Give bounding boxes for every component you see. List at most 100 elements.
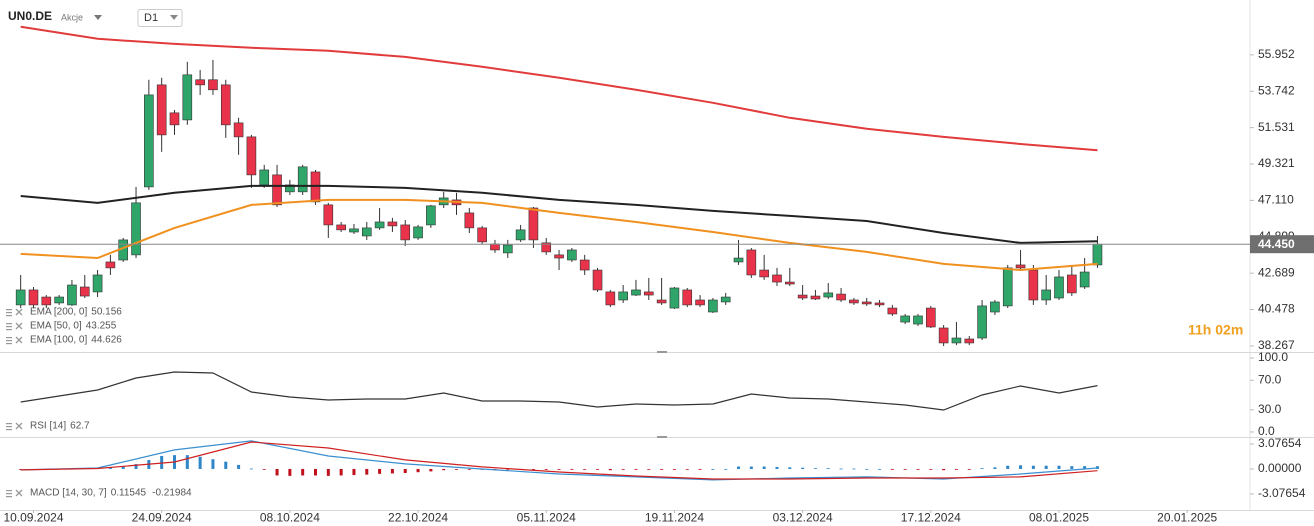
- symbol-dropdown[interactable]: [94, 15, 102, 20]
- candle-body: [490, 243, 500, 251]
- candle-body: [1067, 274, 1077, 294]
- y-tick-label: 47.110: [1258, 193, 1294, 207]
- x-tick-label: 10.09.2024: [3, 511, 63, 525]
- indicator-line: [20, 198, 1098, 272]
- header: UN0.DE Akcje D1: [8, 9, 183, 27]
- legend-menu-icon: [6, 312, 12, 314]
- macd-histogram-bar: [954, 468, 958, 470]
- timeframe-select[interactable]: [137, 9, 183, 27]
- candle-body: [951, 337, 962, 344]
- macd-histogram-bar: [762, 466, 766, 469]
- macd-histogram-bar: [929, 468, 933, 470]
- legend-menu-icon: [6, 429, 12, 431]
- legend-menu-icon: [6, 340, 12, 342]
- candle-body: [926, 307, 936, 328]
- candle-body: [144, 94, 154, 188]
- legend-menu-icon: [6, 323, 12, 325]
- timeframe-dropdown[interactable]: [170, 15, 178, 20]
- candle-body: [387, 221, 398, 227]
- candle-body: [785, 281, 795, 285]
- macd-histogram-bar: [698, 468, 702, 470]
- candle-body: [105, 261, 116, 269]
- candle-body: [195, 79, 205, 86]
- macd-histogram-bar: [326, 468, 330, 476]
- macd-histogram-bar: [890, 468, 894, 470]
- macd-histogram-bar: [788, 467, 792, 469]
- candle-body: [502, 244, 513, 254]
- macd-histogram-bar: [557, 468, 561, 470]
- macd-histogram-bar: [19, 468, 23, 470]
- legend-remove-icon[interactable]: [15, 322, 23, 330]
- candle-body: [823, 292, 834, 298]
- y-tick-label: 38.267: [1258, 338, 1295, 352]
- candle-body: [182, 74, 193, 121]
- candle-body: [887, 307, 898, 315]
- y-tick-label: 100.0: [1258, 350, 1288, 364]
- candle-body: [964, 338, 975, 344]
- candle-body: [131, 202, 141, 256]
- macd-histogram-bar: [826, 468, 830, 469]
- candle-body: [579, 259, 590, 271]
- candle-countdown: 11h 02m: [1188, 322, 1243, 338]
- x-tick-label: 03.12.2024: [773, 511, 833, 525]
- y-tick-label: 0.0: [1258, 424, 1275, 438]
- legend-remove-icon[interactable]: [15, 422, 23, 430]
- candle-body: [246, 136, 257, 176]
- macd-histogram-bar: [378, 468, 382, 474]
- candle-body: [1079, 271, 1090, 288]
- macd-histogram-bar: [301, 468, 305, 476]
- panel-resize-handle[interactable]: [657, 351, 667, 353]
- candle-body: [1092, 243, 1103, 266]
- candle-body: [310, 171, 321, 203]
- candle-body: [759, 269, 769, 278]
- macd-histogram-bar: [570, 468, 574, 470]
- macd-histogram-bar: [672, 468, 676, 470]
- y-tick-label: 0.00000: [1258, 461, 1302, 475]
- macd-histogram-bar: [634, 468, 638, 470]
- macd-histogram-bar: [865, 468, 869, 470]
- macd-histogram-bar: [813, 468, 817, 469]
- candle-body: [464, 212, 475, 229]
- candle-body: [733, 257, 744, 263]
- x-tick-label: 19.11.2024: [645, 511, 704, 525]
- candle-body: [708, 299, 718, 313]
- macd-histogram-bar: [737, 466, 741, 469]
- macd-histogram-bar: [288, 468, 292, 476]
- macd-histogram-bar: [403, 468, 407, 474]
- macd-histogram-bar: [506, 468, 510, 470]
- current-price-label: 44.450: [1258, 237, 1295, 251]
- candle-body: [54, 296, 64, 304]
- legend-menu-icon: [6, 329, 12, 331]
- macd-histogram-bar: [1044, 465, 1048, 469]
- macd-histogram-bar: [1070, 466, 1074, 469]
- macd-histogram-bar: [390, 468, 394, 474]
- candle-body: [772, 274, 782, 283]
- macd-histogram-bar: [724, 468, 728, 470]
- candle-body: [592, 269, 603, 291]
- candle-body: [849, 299, 859, 304]
- macd-histogram-bar: [352, 468, 356, 476]
- candle-body: [323, 204, 334, 226]
- legend-remove-icon[interactable]: [15, 308, 23, 316]
- candle-body: [79, 286, 90, 297]
- legend-name: MACD [14, 30, 7]: [30, 488, 107, 499]
- macd-histogram-bar: [121, 466, 125, 469]
- macd-histogram-bar: [801, 467, 805, 469]
- current-price-box: [1250, 235, 1314, 254]
- legend-name: EMA [100, 0]: [30, 335, 87, 346]
- y-tick-label: 42.689: [1258, 265, 1295, 279]
- legend-remove-icon[interactable]: [15, 489, 23, 497]
- candle-body: [413, 226, 423, 239]
- panel-resize-handle[interactable]: [657, 436, 667, 438]
- legend-name: RSI [14]: [30, 421, 66, 432]
- macd-histogram-bar: [596, 468, 600, 470]
- macd-histogram-bar: [262, 468, 266, 470]
- x-tick-label: 22.10.2024: [388, 511, 448, 525]
- legend-remove-icon[interactable]: [15, 336, 23, 344]
- candle-body: [861, 301, 872, 305]
- macd-histogram-bar: [224, 461, 228, 469]
- macd-histogram-bar: [211, 459, 215, 469]
- macd-histogram-bar: [1083, 466, 1087, 469]
- x-tick-label: 08.01.2025: [1029, 511, 1089, 525]
